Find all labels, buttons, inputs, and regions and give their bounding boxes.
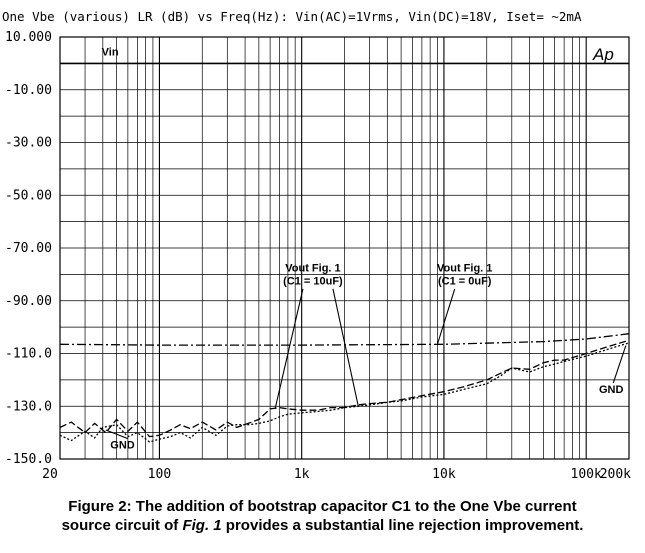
- annotation-leader-line: [274, 288, 304, 410]
- caption-line-2-start: source circuit of: [61, 517, 183, 534]
- caption-figure-reference: Fig. 1: [182, 517, 222, 534]
- x-tick-label: 20: [42, 467, 58, 482]
- y-tick-label: -150.0: [5, 452, 52, 467]
- y-tick-label: -90.00: [5, 294, 52, 309]
- figure-caption: Figure 2: The addition of bootstrap capa…: [0, 497, 645, 535]
- y-tick-label: -10.00: [5, 83, 52, 98]
- y-tick-label: -130.0: [5, 399, 52, 414]
- x-tick-label: 100: [148, 467, 171, 482]
- y-tick-label: -110.0: [5, 347, 52, 362]
- y-tick-label: -30.00: [5, 136, 52, 151]
- annotation-label-gnd-right: GND: [599, 384, 624, 396]
- plot-frame: [59, 36, 630, 460]
- caption-line-2: source circuit of Fig. 1 provides a subs…: [0, 516, 645, 535]
- caption-line-2-end: provides a substantial line rejection im…: [221, 517, 584, 534]
- y-tick-label: -70.00: [5, 241, 52, 256]
- annotation-label-c10: Vout Fig. 1: [285, 263, 340, 275]
- annotation-leader-line: [436, 288, 456, 345]
- annotation-label-gnd-left: GND: [110, 439, 135, 451]
- ap-logo-watermark: Ap: [592, 45, 614, 64]
- grid-lines: [60, 37, 629, 459]
- annotation-label-c10: (C1 = 10uF): [283, 276, 343, 288]
- annotation-leader-line: [105, 429, 128, 439]
- x-tick-label: 200k: [600, 467, 631, 482]
- series-line-vout-fig-1-c1-10uf: [59, 339, 630, 438]
- annotation-label-c0: Vout Fig. 1: [437, 263, 492, 275]
- y-tick-label: 10.000: [5, 30, 52, 45]
- y-tick-labels: 10.000 -10.00 -30.00 -50.00 -70.00 -90.00 -110…: [5, 30, 52, 467]
- x-tick-label: 10k: [432, 467, 456, 482]
- x-tick-label: 100k: [571, 467, 602, 482]
- y-tick-label: -50.00: [5, 188, 52, 203]
- annotation-label-c0: (C1 = 0uF): [438, 276, 492, 288]
- series-line-gnd: [59, 342, 630, 443]
- annotation-leader-line: [332, 288, 359, 407]
- annotation-leader-line: [612, 345, 627, 384]
- annotation-label-vin: Vin: [102, 46, 119, 58]
- chart-title: One Vbe (various) LR (dB) vs Freq(Hz): V…: [2, 9, 582, 24]
- x-tick-label: 1k: [294, 467, 310, 482]
- data-series: [59, 62, 630, 443]
- caption-line-1: Figure 2: The addition of bootstrap capa…: [68, 498, 577, 515]
